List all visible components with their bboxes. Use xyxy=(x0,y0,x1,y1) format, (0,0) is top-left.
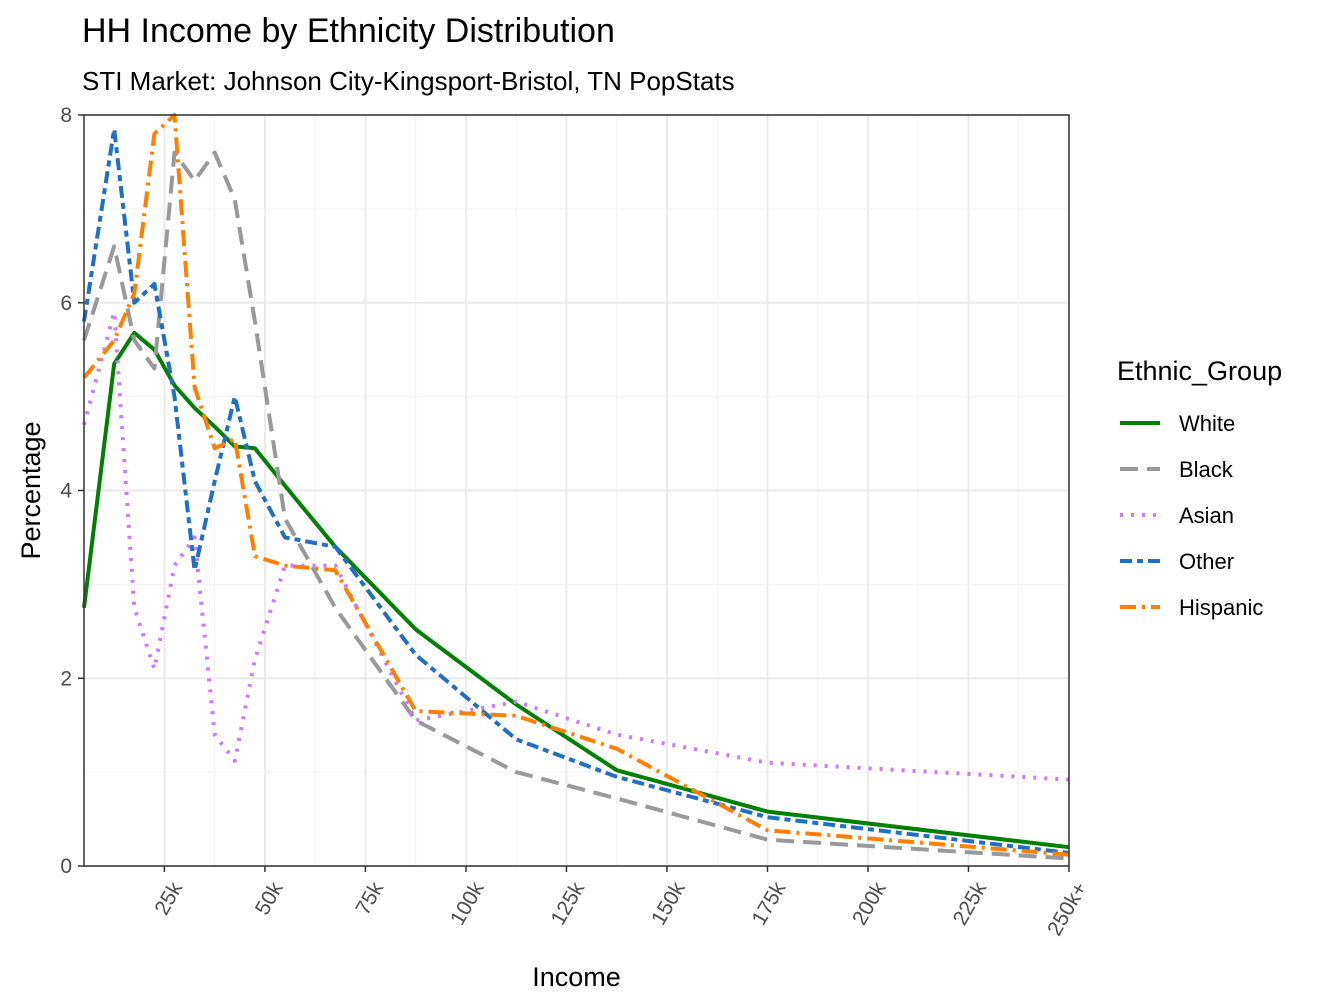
x-tick-label: 75k xyxy=(351,878,388,919)
legend-label-hispanic: Hispanic xyxy=(1179,595,1263,620)
series-line-hispanic xyxy=(82,113,1070,857)
legend-label-asian: Asian xyxy=(1179,503,1234,528)
chart-title: HH Income by Ethnicity Distribution xyxy=(82,12,615,50)
x-tick-label: 225k xyxy=(949,878,992,929)
major-gridlines xyxy=(84,114,1070,867)
y-tick-label: 2 xyxy=(60,667,72,690)
legend-label-black: Black xyxy=(1179,457,1234,482)
x-axis-title: Income xyxy=(532,962,621,992)
y-axis-ticks: 0 2 4 6 8 xyxy=(60,104,84,878)
legend-title: Ethnic_Group xyxy=(1117,356,1282,386)
legend: Ethnic_Group White Black Asian Other Hispani… xyxy=(1117,356,1282,620)
series-line-other xyxy=(82,127,1070,855)
y-tick-label: 4 xyxy=(60,480,72,503)
chart-subtitle: STI Market: Johnson City-Kingsport-Brist… xyxy=(82,66,735,96)
series-line-black xyxy=(82,150,1070,861)
x-tick-label: 100k xyxy=(446,878,489,929)
legend-label-other: Other xyxy=(1179,549,1234,574)
legend-label-white: White xyxy=(1179,411,1235,436)
x-tick-label: 25k xyxy=(150,878,187,919)
y-tick-label: 6 xyxy=(60,292,72,315)
series-line-asian xyxy=(82,310,1070,782)
x-tick-label: 250k+ xyxy=(1043,878,1092,940)
x-tick-label: 125k xyxy=(547,878,590,929)
y-axis-title: Percentage xyxy=(16,421,46,559)
x-tick-label: 200k xyxy=(848,878,891,929)
y-tick-label: 0 xyxy=(60,855,72,878)
x-tick-label: 50k xyxy=(251,878,288,919)
x-tick-label: 150k xyxy=(647,878,690,929)
x-tick-label: 175k xyxy=(748,878,791,929)
series-lines xyxy=(82,113,1070,861)
y-tick-label: 8 xyxy=(60,104,72,127)
x-axis-ticks: 25k 50k 75k 100k 125k 150k 175k 200k 225k 250k+ xyxy=(150,866,1092,940)
